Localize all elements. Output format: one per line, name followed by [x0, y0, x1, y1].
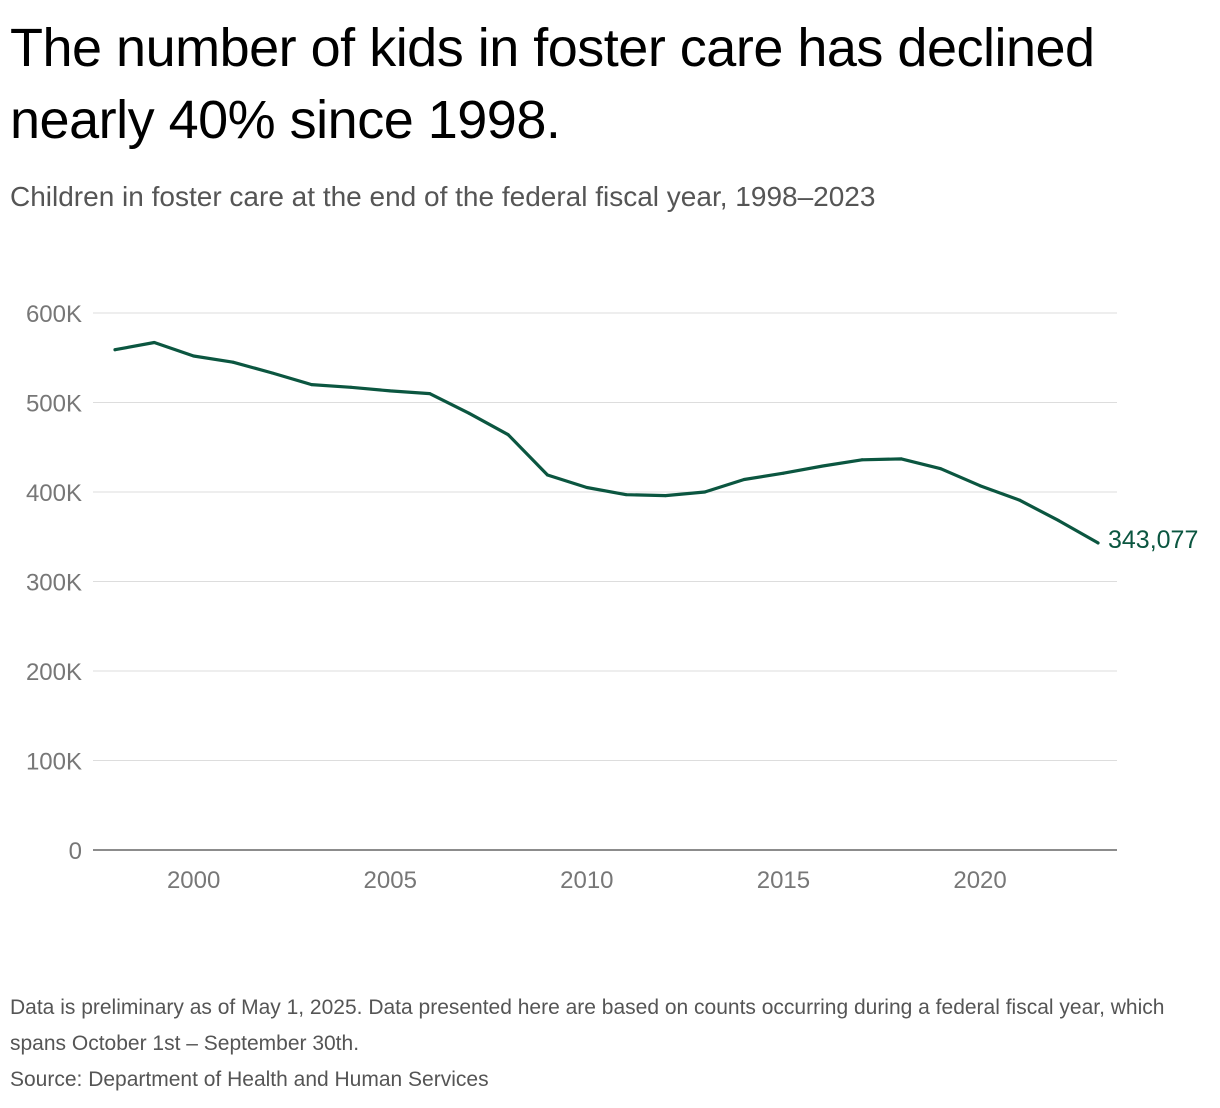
data-point [270, 371, 274, 375]
y-tick-label: 600K [26, 301, 82, 328]
data-point [781, 471, 785, 475]
y-axis-ticks: 0 100K 200K 300K 400K 500K 600K [26, 301, 82, 865]
data-point [860, 458, 864, 462]
data-point [663, 494, 667, 498]
footer: Data is preliminary as of May 1, 2025. D… [10, 990, 1200, 1098]
data-point [152, 341, 156, 345]
data-point [349, 385, 353, 389]
data-point [388, 389, 392, 393]
y-tick-label: 300K [26, 570, 82, 597]
data-point [899, 457, 903, 461]
footer-source: Source: Department of Health and Human S… [10, 1068, 489, 1091]
data-point [506, 433, 510, 437]
y-tick-label: 200K [26, 659, 82, 686]
data-point [821, 464, 825, 468]
chart-title: The number of kids in foster care has de… [10, 18, 1095, 150]
chart-subtitle: Children in foster care at the end of th… [10, 181, 876, 212]
x-tick-label: 2010 [560, 867, 613, 894]
x-tick-label: 2015 [757, 867, 810, 894]
y-tick-label: 100K [26, 749, 82, 776]
data-point [585, 486, 589, 490]
y-tick-label: 0 [69, 838, 82, 865]
data-point [546, 473, 550, 477]
x-tick-label: 2005 [364, 867, 417, 894]
gridlines [93, 312, 1117, 851]
data-point [1017, 498, 1021, 502]
y-tick-label: 400K [26, 480, 82, 507]
data-point [310, 383, 314, 387]
series-line [113, 340, 1100, 545]
data-point [428, 392, 432, 396]
data-point [231, 360, 235, 364]
data-point [939, 467, 943, 471]
data-point [192, 354, 196, 358]
footer-note: Data is preliminary as of May 1, 2025. D… [10, 996, 1165, 1055]
x-tick-label: 2020 [953, 867, 1006, 894]
data-point [113, 348, 117, 352]
x-tick-label: 2000 [167, 867, 220, 894]
data-point [467, 411, 471, 415]
y-tick-label: 500K [26, 391, 82, 418]
end-value-label: 343,077 [1108, 526, 1198, 554]
data-point [1057, 519, 1061, 523]
data-point [742, 477, 746, 481]
data-point [1096, 541, 1100, 545]
data-point [703, 490, 707, 494]
x-axis-ticks: 2000 2005 2010 2015 2020 [167, 867, 1007, 894]
data-point [978, 484, 982, 488]
data-points [113, 341, 1100, 545]
data-point [624, 493, 628, 497]
